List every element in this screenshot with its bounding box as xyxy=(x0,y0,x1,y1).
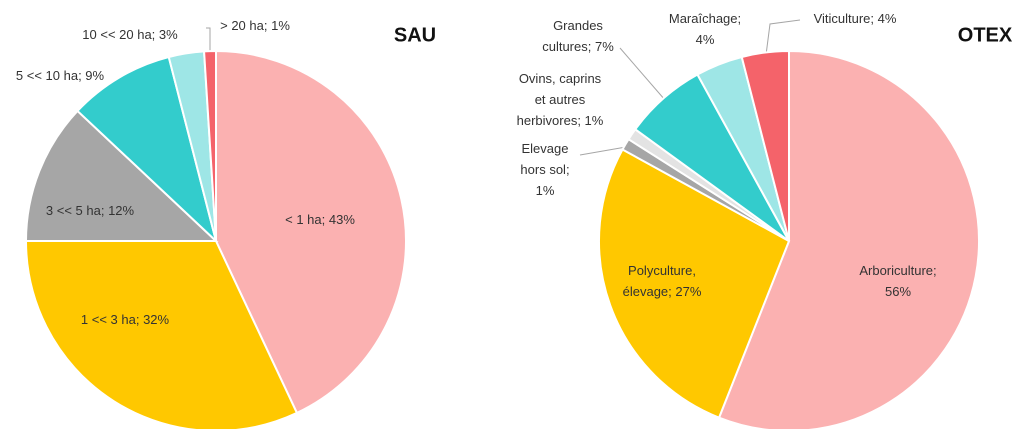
slice-label: Viticulture; 4% xyxy=(814,11,897,26)
leader-lines xyxy=(206,19,801,156)
leader-line xyxy=(765,19,801,56)
chart-title: OTEX xyxy=(958,24,1013,46)
pie-slice xyxy=(598,148,791,419)
pie-slice xyxy=(740,49,790,242)
slice-label: 5 << 10 ha; 9% xyxy=(16,68,105,83)
slice-label: > 20 ha; 1% xyxy=(220,18,290,33)
slice-label: < 1 ha; 43% xyxy=(285,212,355,227)
chart-title: SAU xyxy=(394,24,436,46)
slice-label: 1 << 3 ha; 32% xyxy=(81,312,170,327)
slice-label: Maraîchage; 4% xyxy=(669,11,741,47)
slice-label: 3 << 5 ha; 12% xyxy=(46,203,135,218)
leader-line xyxy=(619,47,666,101)
slice-label: Elevage hors sol; 1% xyxy=(520,141,569,198)
slice-label: Arboriculture; 56% xyxy=(859,263,936,299)
pie-slice xyxy=(215,49,407,415)
slice-label: Grandes cultures; 7% xyxy=(542,18,614,54)
pie-slice xyxy=(24,240,299,429)
leader-line xyxy=(579,146,627,156)
slice-label: Polyculture, élevage; 27% xyxy=(623,263,702,299)
slice-label: 10 << 20 ha; 3% xyxy=(82,27,178,42)
pie-slice xyxy=(203,49,217,242)
pie-slice xyxy=(717,49,980,429)
slice-label: Ovins, caprins et autres herbivores; 1% xyxy=(517,71,604,128)
pie-slice xyxy=(76,55,218,245)
pie-slice xyxy=(24,109,219,242)
leader-line xyxy=(206,27,211,55)
